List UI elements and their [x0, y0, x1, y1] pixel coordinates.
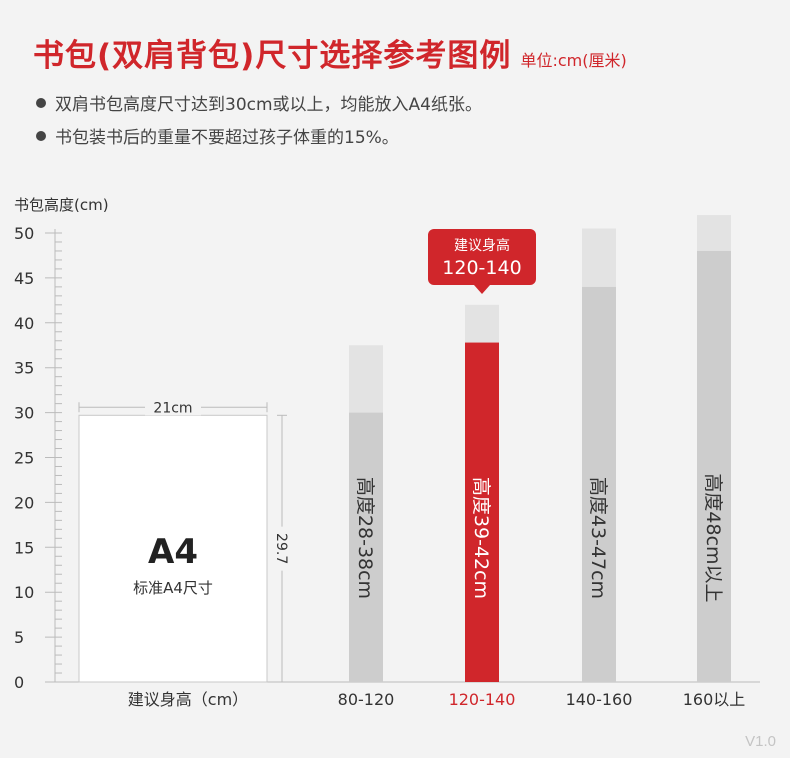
unit-label: 单位:cm(厘米): [520, 51, 627, 70]
a4-width-label: 21cm: [153, 400, 192, 416]
y-tick-label: 40: [14, 314, 34, 333]
x-tick-label-120-140: 120-140: [449, 690, 516, 709]
bar-120-140: [465, 342, 499, 682]
y-tick-label: 15: [14, 538, 34, 557]
bar-label-160以上: 高度48cm以上: [702, 473, 724, 602]
bar-140-160: [582, 286, 616, 682]
y-tick-label: 5: [14, 628, 24, 647]
version-label: V1.0: [745, 733, 776, 750]
bullet-icon: [36, 98, 46, 108]
bar-label-80-120: 高度28-38cm: [354, 477, 376, 599]
y-tick-label: 0: [14, 673, 24, 692]
bar-cap-160以上: [697, 215, 731, 251]
bar-label-140-160: 高度43-47cm: [587, 477, 609, 599]
y-tick-label: 45: [14, 269, 34, 288]
x-tick-label-140-160: 140-160: [566, 690, 633, 709]
bullet-icon: [36, 131, 46, 141]
x-tick-label-160以上: 160以上: [683, 690, 746, 709]
a4-width-label-bg: [145, 397, 201, 416]
bar-label-120-140: 高度39-42cm: [470, 477, 492, 599]
y-tick-label: 20: [14, 493, 34, 512]
bar-cap-120-140: [465, 304, 499, 343]
a4-caption: 标准A4尺寸: [133, 579, 213, 597]
a4-sheet: [78, 414, 268, 683]
callout-pointer: [474, 285, 490, 294]
y-tick-label: 30: [14, 404, 34, 423]
y-tick-label: 25: [14, 449, 34, 468]
bar-cap-140-160: [582, 228, 616, 287]
bar-160以上: [697, 250, 731, 682]
callout-box: [428, 229, 536, 285]
y-axis-title: 书包高度(cm): [14, 196, 109, 214]
y-tick-label: 10: [14, 583, 34, 602]
note-1: 双肩书包高度尺寸达到30cm或以上，均能放入A4纸张。: [36, 90, 482, 115]
y-tick-label: 35: [14, 359, 34, 378]
x-axis-title: 建议身高（cm）: [128, 690, 248, 709]
note-2: 书包装书后的重量不要超过孩子体重的15%。: [36, 123, 399, 148]
a4-height-label-bg: [273, 526, 291, 571]
bar-cap-80-120: [349, 345, 383, 413]
page-title: 书包(双肩背包)尺寸选择参考图例: [33, 38, 512, 74]
callout-title: 建议身高: [454, 237, 510, 254]
note-1-text: 双肩书包高度尺寸达到30cm或以上，均能放入A4纸张。: [55, 95, 482, 115]
header-title-row: 书包(双肩背包)尺寸选择参考图例 单位:cm(厘米): [33, 30, 627, 75]
callout-value: 120-140: [442, 257, 521, 279]
y-tick-label: 50: [14, 224, 34, 243]
note-2-text: 书包装书后的重量不要超过孩子体重的15%。: [55, 128, 399, 148]
a4-title: A4: [148, 532, 198, 572]
a4-height-label: 29.7: [273, 533, 289, 564]
bar-80-120: [349, 412, 383, 682]
x-tick-label-80-120: 80-120: [338, 690, 395, 709]
